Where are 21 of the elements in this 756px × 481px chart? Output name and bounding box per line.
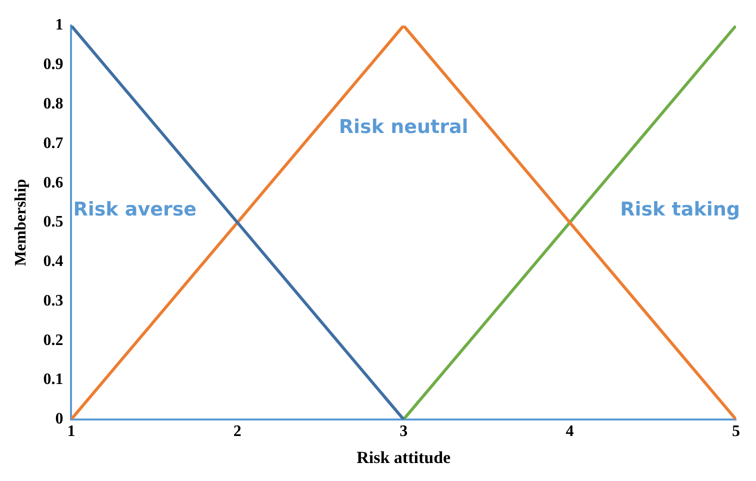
x-tick-label: 2 [233, 423, 242, 440]
y-tick-label: 0.8 [43, 96, 64, 112]
x-tick-label: 5 [732, 423, 740, 440]
x-axis-title: Risk attitude [356, 448, 452, 468]
series-label: Risk taking [620, 198, 740, 220]
y-tick-label: 0.2 [43, 332, 64, 349]
x-tick-label: 4 [566, 423, 574, 440]
x-tick-label: 1 [67, 423, 76, 440]
y-tick-label: 0.4 [43, 253, 64, 270]
x-tick-label: 3 [400, 423, 408, 440]
y-tick-label: 0.7 [43, 134, 64, 152]
y-tick-label: 1 [55, 16, 64, 34]
y-tick-label: 0.1 [43, 371, 64, 388]
y-tick-label: 0 [55, 410, 64, 428]
series-label: Risk neutral [338, 116, 468, 138]
y-tick-label: 0.5 [43, 214, 64, 231]
y-axis-title: Membership [12, 178, 30, 266]
y-tick-label: 0.9 [43, 56, 64, 74]
series-label: Risk averse [73, 198, 197, 220]
y-tick-label: 0.3 [43, 292, 64, 310]
y-tick-label: 0.6 [43, 174, 64, 192]
